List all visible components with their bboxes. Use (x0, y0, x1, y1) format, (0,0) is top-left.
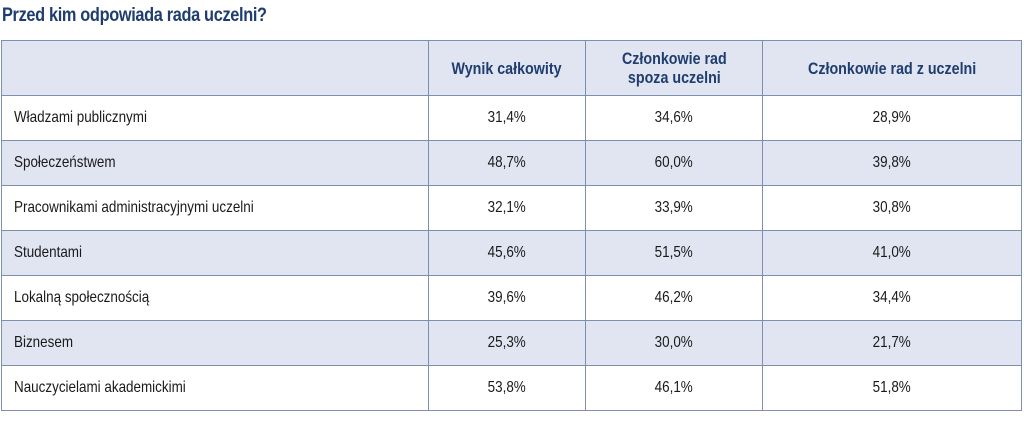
table-row: Lokalną społecznością 39,6% 46,2% 34,4% (1, 275, 1022, 321)
cell-total: 45,6% (428, 230, 586, 276)
cell-total: 31,4% (428, 95, 586, 141)
table-row: Władzami publicznymi 31,4% 34,6% 28,9% (1, 95, 1022, 141)
cell-internal: 28,9% (762, 95, 1022, 141)
table-row: Nauczycielami akademickimi 53,8% 46,1% 5… (1, 365, 1022, 411)
cell-total: 32,1% (428, 185, 586, 231)
row-label: Lokalną społecznością (1, 275, 429, 321)
cell-internal: 41,0% (762, 230, 1022, 276)
row-label: Władzami publicznymi (1, 95, 429, 141)
row-label: Nauczycielami akademickimi (1, 365, 429, 411)
header-label (1, 40, 429, 96)
cell-external: 33,9% (585, 185, 763, 231)
cell-internal: 39,8% (762, 140, 1022, 186)
header-row: Wynik całkowity Członkowie rad spoza ucze… (1, 40, 1022, 96)
row-label: Studentami (1, 230, 429, 276)
cell-internal: 30,8% (762, 185, 1022, 231)
results-table: Wynik całkowity Członkowie rad spoza ucze… (1, 40, 1022, 411)
cell-external: 46,2% (585, 275, 763, 321)
cell-internal: 51,8% (762, 365, 1022, 411)
cell-external: 34,6% (585, 95, 763, 141)
table-row: Biznesem 25,3% 30,0% 21,7% (1, 320, 1022, 366)
row-label: Pracownikami administracyjnymi uczelni (1, 185, 429, 231)
row-label: Społeczeństwem (1, 140, 429, 186)
table-row: Społeczeństwem 48,7% 60,0% 39,8% (1, 140, 1022, 186)
header-external-members: Członkowie rad spoza uczelni (585, 40, 763, 96)
cell-external: 30,0% (585, 320, 763, 366)
cell-total: 25,3% (428, 320, 586, 366)
header-total: Wynik całkowity (428, 40, 586, 96)
table-title: Przed kim odpowiada rada uczelni? (2, 5, 267, 26)
cell-total: 48,7% (428, 140, 586, 186)
cell-total: 39,6% (428, 275, 586, 321)
cell-internal: 21,7% (762, 320, 1022, 366)
table-row: Studentami 45,6% 51,5% 41,0% (1, 230, 1022, 276)
cell-external: 46,1% (585, 365, 763, 411)
cell-total: 53,8% (428, 365, 586, 411)
cell-internal: 34,4% (762, 275, 1022, 321)
cell-external: 51,5% (585, 230, 763, 276)
cell-external: 60,0% (585, 140, 763, 186)
header-internal-members: Członkowie rad z uczelni (762, 40, 1022, 96)
row-label: Biznesem (1, 320, 429, 366)
table-row: Pracownikami administracyjnymi uczelni 3… (1, 185, 1022, 231)
